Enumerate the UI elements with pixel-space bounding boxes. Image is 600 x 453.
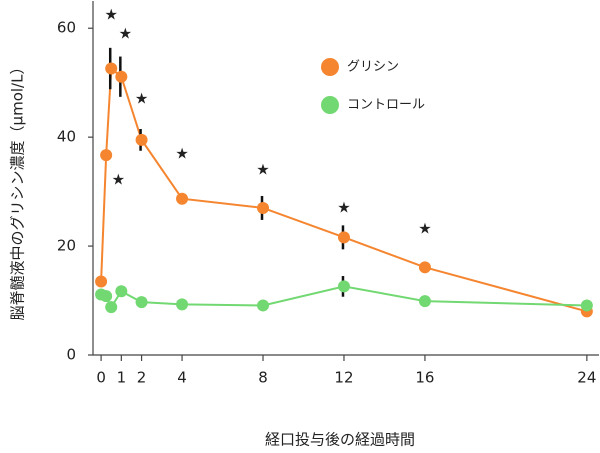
data-point [95, 275, 108, 288]
legend-marker [321, 96, 339, 114]
data-point [100, 149, 113, 162]
significance-star: ★ [135, 90, 148, 108]
data-point [100, 290, 113, 303]
data-point [418, 261, 431, 274]
data-point [135, 133, 148, 146]
y-axis-label: 脳脊髄液中のグリシン濃度（μmol/L） [9, 60, 27, 321]
data-point [115, 70, 128, 83]
y-tick-label: 60 [57, 19, 76, 37]
data-point [105, 301, 118, 314]
data-point [257, 201, 270, 214]
significance-star: ★ [418, 220, 431, 238]
data-point [115, 285, 128, 298]
legend-marker [321, 58, 339, 76]
significance-star: ★ [337, 198, 350, 216]
significance-star: ★ [175, 145, 188, 163]
x-tick-label: 0 [96, 369, 106, 387]
data-point [135, 296, 148, 309]
data-point [418, 295, 431, 308]
x-tick-label: 4 [177, 369, 187, 387]
legend-label: グリシン [347, 60, 399, 75]
y-tick-label: 0 [66, 346, 76, 364]
data-point [105, 62, 118, 75]
data-point [580, 299, 593, 312]
x-tick-label: 2 [137, 369, 147, 387]
data-point [337, 280, 350, 293]
significance-star: ★ [112, 171, 125, 189]
significance-star: ★ [256, 160, 269, 178]
y-tick-label: 20 [57, 237, 76, 255]
significance-star: ★ [104, 6, 117, 24]
legend-label: コントロール [347, 98, 425, 113]
series-line [100, 285, 587, 310]
x-tick-label: 24 [577, 369, 596, 387]
x-tick-label: 1 [117, 369, 127, 387]
data-point [176, 298, 189, 311]
data-point [337, 231, 350, 244]
series-line [100, 66, 588, 313]
x-tick-label: 16 [415, 369, 434, 387]
x-tick-label: 12 [334, 369, 353, 387]
significance-star: ★ [119, 25, 132, 43]
data-point [257, 299, 270, 312]
data-point [176, 192, 189, 205]
x-tick-label: 8 [258, 369, 268, 387]
y-tick-label: 40 [57, 128, 76, 146]
x-axis-label: 経口投与後の経過時間 [265, 431, 415, 449]
